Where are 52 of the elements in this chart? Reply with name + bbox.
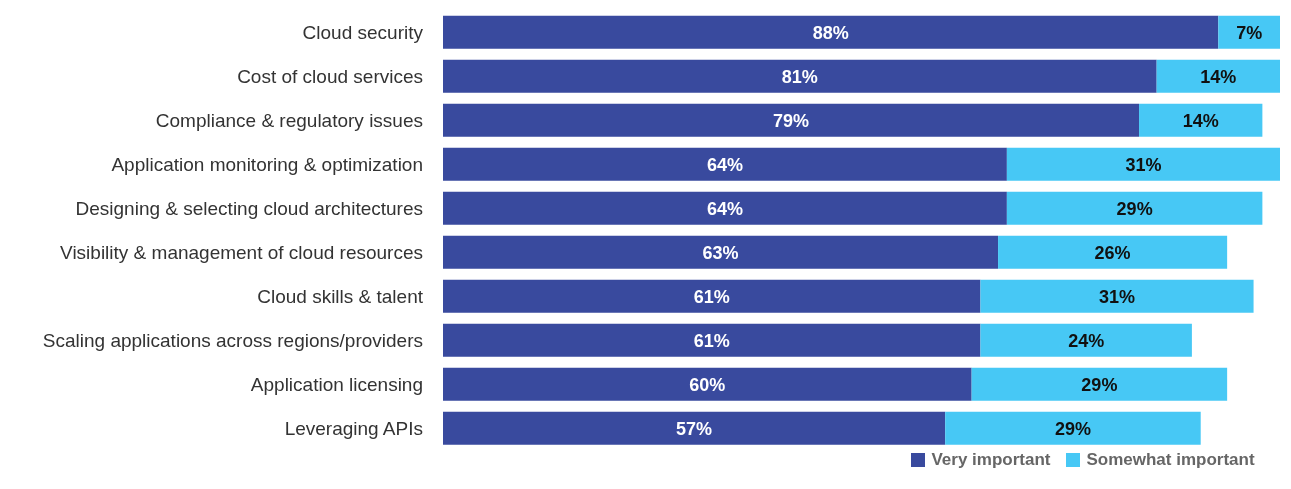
y-tick-label: Cloud security — [302, 21, 424, 43]
data-label: 57% — [676, 418, 713, 439]
data-label: 88% — [812, 22, 849, 43]
data-label: 63% — [702, 242, 739, 263]
y-tick-label: Designing & selecting cloud architectures — [75, 197, 423, 219]
bar — [443, 191, 1007, 225]
data-label: 31% — [1125, 154, 1162, 175]
bar — [998, 235, 1228, 269]
bar — [1218, 15, 1280, 49]
bar — [443, 235, 999, 269]
data-label: 61% — [693, 286, 730, 307]
bar — [443, 323, 981, 357]
data-label: 60% — [689, 374, 726, 395]
y-tick-label: Scaling applications across regions/providers — [42, 329, 423, 351]
data-label: 64% — [706, 198, 743, 219]
bar — [443, 147, 1007, 181]
legend-label: Somewhat important — [1085, 450, 1255, 470]
data-label: 29% — [1116, 198, 1153, 219]
data-label: 31% — [1098, 286, 1136, 307]
y-tick-label: Cost of cloud services — [237, 65, 423, 87]
data-label: 24% — [1068, 330, 1105, 351]
data-label: 79% — [773, 110, 810, 131]
data-label: 81% — [781, 66, 818, 87]
bar — [1006, 147, 1280, 181]
bar — [443, 367, 972, 401]
bar — [443, 59, 1157, 93]
y-tick-label: Visibility & management of cloud resources — [60, 241, 423, 263]
bar — [980, 323, 1192, 357]
bar — [443, 279, 981, 313]
data-label: 14% — [1182, 110, 1219, 131]
bar — [945, 411, 1201, 445]
data-label: 61% — [693, 330, 730, 351]
data-label: 26% — [1094, 242, 1131, 263]
y-tick-label: Compliance & regulatory issues — [155, 109, 423, 131]
bar — [971, 367, 1228, 401]
y-tick-label: Leveraging APIs — [284, 417, 423, 439]
y-tick-label: Application monitoring & optimization — [111, 153, 423, 175]
bar — [443, 411, 946, 445]
y-tick-label: Application licensing — [250, 373, 423, 395]
legend-label: Very important — [930, 450, 1051, 470]
data-label: 7% — [1236, 22, 1263, 43]
data-label: 14% — [1200, 66, 1237, 87]
data-label: 64% — [706, 154, 743, 175]
bar — [443, 103, 1140, 137]
data-label: 29% — [1054, 418, 1091, 439]
data-label: 29% — [1081, 374, 1118, 395]
bar — [1156, 59, 1280, 93]
bar — [1006, 191, 1263, 225]
y-tick-label: Cloud skills & talent — [257, 285, 424, 307]
bar — [1139, 103, 1263, 137]
bar — [443, 15, 1219, 49]
bar — [980, 279, 1254, 313]
